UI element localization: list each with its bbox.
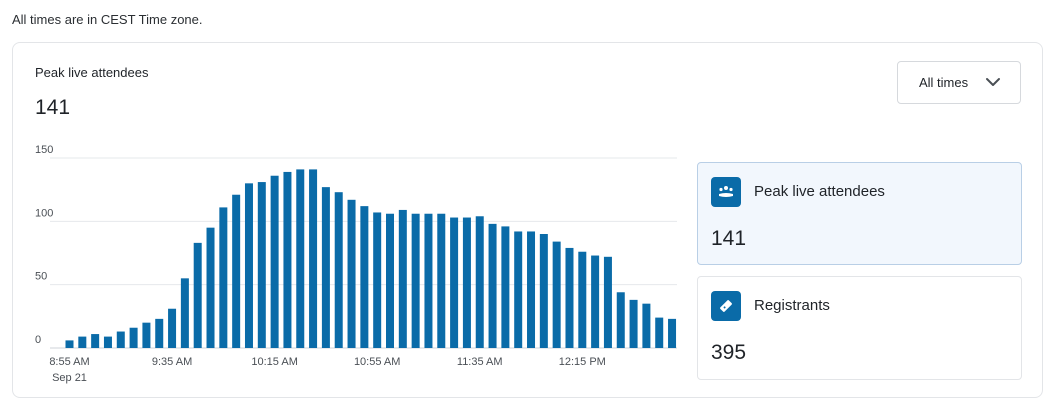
bar[interactable] (193, 242, 202, 348)
metric-label: Peak live attendees (754, 183, 885, 200)
metric-value: 395 (711, 341, 747, 364)
bar[interactable] (232, 194, 241, 348)
x-tick-label: 12:15 PM (559, 356, 606, 368)
bar[interactable] (398, 209, 407, 348)
metric-card-registrants[interactable]: Registrants 395 (697, 276, 1022, 380)
bar[interactable] (91, 334, 100, 348)
y-tick-label: 150 (35, 144, 53, 156)
bar[interactable] (116, 331, 125, 348)
bar[interactable] (565, 247, 574, 348)
stats-card: Peak live attendees 141 All times 0 50 100… (12, 42, 1043, 398)
bar[interactable] (257, 182, 266, 348)
bar[interactable] (103, 336, 112, 348)
bar[interactable] (591, 255, 600, 348)
bar[interactable] (642, 303, 651, 348)
bar[interactable] (321, 187, 330, 348)
bar[interactable] (283, 171, 292, 348)
chart-title: Peak live attendees (35, 65, 149, 80)
x-tick-label: 10:15 AM (251, 356, 297, 368)
chart-peak-value: 141 (35, 96, 71, 119)
bar[interactable] (78, 336, 87, 348)
bar[interactable] (155, 318, 164, 348)
timezone-note: All times are in CEST Time zone. (12, 12, 203, 27)
bar[interactable] (475, 216, 484, 348)
bar[interactable] (616, 292, 625, 348)
bar[interactable] (514, 231, 523, 348)
chevron-down-icon (986, 78, 1000, 86)
attendees-bar-chart: 0 50 100 150 8:55 AM 9:35 AM 10:15 AM 10:55 AM 1… (35, 144, 677, 384)
bar[interactable] (539, 234, 548, 348)
metric-card-peak-attendees[interactable]: Peak live attendees 141 (697, 162, 1022, 265)
ticket-icon (711, 291, 741, 321)
metric-value: 141 (711, 227, 747, 250)
bar[interactable] (219, 207, 228, 348)
bar[interactable] (309, 169, 318, 348)
bar[interactable] (142, 322, 151, 348)
bar[interactable] (501, 226, 510, 348)
bar[interactable] (578, 251, 587, 348)
x-tick-label: 10:55 AM (354, 356, 400, 368)
bar[interactable] (437, 213, 446, 348)
bar[interactable] (488, 223, 497, 348)
bar[interactable] (552, 241, 561, 348)
bar[interactable] (270, 175, 279, 348)
metric-label: Registrants (754, 297, 830, 314)
bar[interactable] (668, 318, 677, 348)
bar[interactable] (296, 169, 305, 348)
bar[interactable] (629, 299, 638, 348)
bar[interactable] (424, 213, 433, 348)
x-tick-label: 9:35 AM (152, 356, 192, 368)
bar[interactable] (462, 217, 471, 348)
y-tick-label: 50 (35, 271, 47, 283)
attendees-icon (711, 177, 741, 207)
bar[interactable] (603, 256, 612, 348)
bar[interactable] (129, 327, 138, 348)
bar[interactable] (168, 308, 177, 348)
bar[interactable] (655, 317, 664, 348)
bar[interactable] (244, 183, 253, 348)
x-tick-label: 11:35 AM (457, 356, 503, 368)
bar[interactable] (411, 213, 420, 348)
bar[interactable] (180, 278, 189, 348)
bar[interactable] (373, 212, 382, 348)
bar[interactable] (360, 206, 369, 348)
bar[interactable] (386, 213, 394, 348)
time-range-selected: All times (919, 75, 969, 90)
bar[interactable] (65, 340, 74, 348)
y-tick-label: 100 (35, 207, 53, 219)
time-range-dropdown[interactable]: All times (897, 61, 1021, 104)
x-tick-label: 8:55 AM (49, 356, 89, 368)
y-tick-label: 0 (35, 334, 41, 346)
x-tick-date-label: Sep 21 (52, 372, 87, 384)
bar[interactable] (206, 227, 215, 348)
bar[interactable] (527, 231, 536, 348)
bar[interactable] (450, 217, 459, 348)
bar[interactable] (334, 192, 343, 348)
bar[interactable] (347, 199, 356, 348)
